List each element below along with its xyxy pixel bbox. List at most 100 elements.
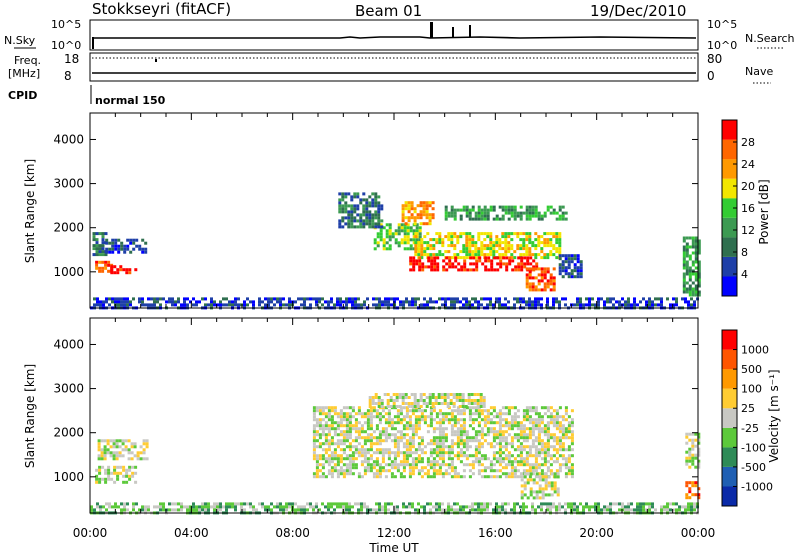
data-cell [594, 502, 597, 506]
data-cell [438, 439, 442, 443]
data-cell [312, 457, 316, 461]
data-cell [390, 433, 394, 437]
data-cell [222, 303, 225, 307]
data-cell [366, 460, 370, 464]
data-cell [378, 508, 381, 512]
data-cell [507, 409, 511, 413]
data-cell [429, 244, 433, 248]
data-cell [400, 238, 404, 242]
data-cell [480, 244, 484, 248]
data-cell [408, 436, 412, 440]
data-cell [445, 256, 449, 260]
data-cell [519, 247, 523, 251]
data-cell [501, 247, 505, 251]
data-cell [385, 229, 389, 233]
data-cell [558, 241, 562, 245]
data-cell [378, 463, 382, 467]
data-cell [549, 279, 553, 283]
data-cell [531, 241, 535, 245]
data-cell [345, 406, 349, 410]
data-cell [99, 303, 102, 307]
data-cell [359, 225, 363, 229]
data-cell [523, 262, 527, 266]
data-cell [450, 303, 453, 307]
data-cell [443, 396, 447, 399]
data-cell [489, 241, 493, 245]
data-cell [92, 247, 96, 251]
data-cell [156, 505, 159, 509]
data-cell [525, 415, 529, 419]
data-cell [627, 505, 630, 509]
data-cell [507, 241, 511, 245]
data-cell [489, 418, 493, 422]
data-cell [417, 250, 421, 254]
data-cell [321, 430, 325, 434]
data-cell [510, 460, 514, 464]
data-cell [123, 300, 126, 304]
data-cell [327, 427, 331, 431]
data-cell [558, 217, 562, 221]
colorbar-segment [722, 256, 737, 277]
data-cell [486, 211, 490, 215]
data-cell [462, 463, 466, 467]
data-cell [459, 208, 463, 212]
data-cell [306, 297, 309, 301]
data-cell [362, 225, 366, 229]
data-cell [522, 244, 526, 248]
data-cell [423, 247, 427, 251]
data-cell [420, 448, 424, 452]
data-cell [556, 493, 560, 497]
data-cell [186, 505, 189, 509]
data-cell [480, 208, 484, 212]
data-cell [526, 481, 530, 485]
data-cell [450, 241, 454, 245]
data-cell [516, 244, 520, 248]
data-cell [525, 232, 529, 236]
data-cell [300, 303, 303, 307]
data-cell [377, 201, 381, 205]
data-cell [429, 508, 432, 512]
data-cell [407, 216, 411, 220]
data-cell [537, 439, 541, 443]
data-cell [459, 460, 463, 464]
x-tick-label: 12:00 [377, 526, 412, 540]
data-cell [297, 297, 300, 301]
data-cell [510, 439, 514, 443]
data-cell [483, 424, 487, 428]
data-cell [561, 266, 565, 270]
data-cell [693, 502, 696, 506]
data-cell [564, 475, 568, 479]
data-cell [685, 281, 689, 285]
data-cell [407, 405, 411, 408]
data-cell [106, 442, 110, 446]
data-cell [345, 424, 349, 428]
x-tick-label: 08:00 [275, 526, 310, 540]
data-cell [463, 268, 467, 272]
data-cell [450, 445, 454, 449]
data-cell [357, 409, 361, 413]
data-cell [498, 436, 502, 440]
data-cell [429, 475, 433, 479]
data-cell [354, 445, 358, 449]
data-cell [371, 222, 375, 226]
data-cell [531, 442, 535, 446]
data-cell [354, 439, 358, 443]
data-cell [513, 256, 517, 260]
data-cell [443, 402, 447, 405]
data-cell [528, 211, 532, 215]
data-cell [101, 266, 105, 270]
data-cell [480, 247, 484, 251]
data-cell [144, 505, 147, 509]
data-cell [474, 406, 478, 410]
data-cell [117, 300, 120, 304]
data-cell [324, 442, 328, 446]
nave-label: Nave [745, 65, 773, 78]
data-cell [333, 502, 336, 506]
data-cell [576, 508, 579, 512]
data-cell [388, 226, 392, 230]
data-cell [579, 272, 583, 276]
data-cell [369, 454, 373, 458]
data-cell [348, 412, 352, 416]
data-cell [354, 448, 358, 452]
data-cell [534, 409, 538, 413]
